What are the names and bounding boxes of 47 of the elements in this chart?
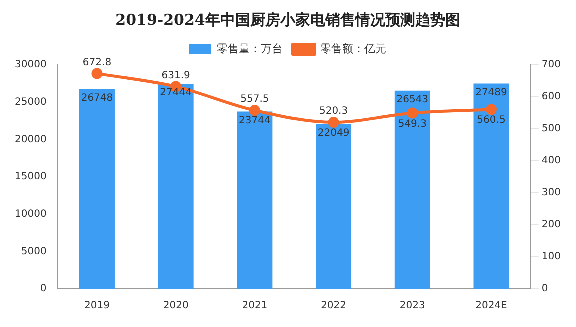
y-tick-label: 5000	[21, 246, 47, 258]
bar	[237, 112, 273, 289]
bar	[79, 89, 115, 289]
data-label: 26748	[81, 92, 114, 104]
x-tick-label: 2021	[242, 300, 268, 312]
data-label: 27489	[476, 87, 508, 98]
data-label: 631.9	[162, 70, 190, 82]
x-tick-label: 2019	[84, 300, 110, 312]
data-label: 26543	[396, 94, 429, 106]
y-tick-label: 0	[40, 284, 47, 295]
y-tick-label: 15000	[15, 172, 47, 183]
legend-label: 零售量：万台	[217, 42, 283, 56]
bar	[474, 84, 510, 289]
x-tick-label: 2020	[163, 300, 189, 312]
y2-tick-label: 300	[542, 188, 562, 199]
data-label: 22049	[318, 128, 350, 139]
data-label: 672.8	[82, 57, 112, 68]
x-tick-label: 2023	[400, 300, 426, 312]
y2-tick-label: 700	[542, 60, 562, 71]
data-label: 560.5	[477, 115, 506, 126]
legend-label: 零售额：亿元	[320, 42, 386, 56]
point	[486, 104, 497, 116]
point	[328, 117, 340, 128]
data-label: 557.5	[240, 94, 270, 106]
data-label: 549.3	[398, 118, 427, 130]
point	[92, 68, 103, 80]
y2-tick-label: 400	[542, 156, 562, 167]
bar	[316, 124, 352, 289]
y-tick-label: 10000	[15, 208, 47, 220]
y2-tick-label: 500	[542, 124, 562, 135]
y-tick-label: 30000	[15, 60, 47, 71]
bar	[158, 84, 194, 289]
y2-tick-label: 200	[542, 220, 562, 231]
x-tick-label: 2022	[321, 300, 347, 312]
data-label: 520.3	[319, 106, 348, 118]
point	[249, 105, 260, 116]
y2-tick-label: 600	[542, 92, 562, 103]
x-tick-label: 2024E	[476, 300, 508, 312]
y-tick-label: 25000	[15, 96, 47, 108]
data-label: 23744	[239, 115, 271, 126]
point	[407, 108, 418, 119]
y2-tick-label: 0	[542, 284, 548, 295]
y2-tick-label: 100	[542, 252, 562, 263]
bar	[394, 90, 430, 289]
data-label: 27444	[160, 88, 192, 99]
y-tick-label: 20000	[15, 134, 47, 146]
chart-title: 2019-2024年中国厨房小家电销售情况预测趋势图	[116, 10, 460, 29]
